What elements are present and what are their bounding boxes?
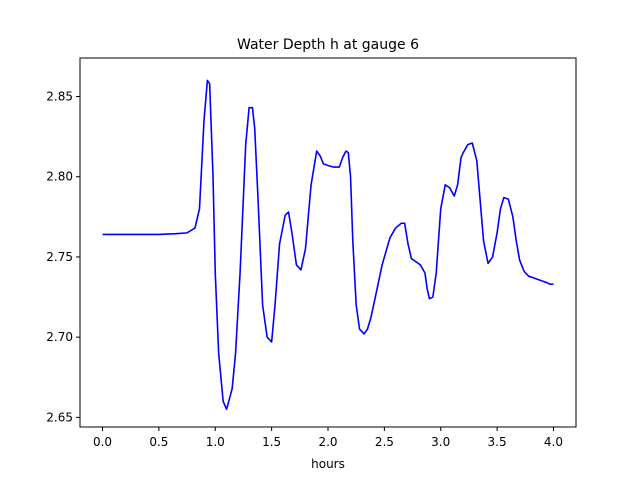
x-tick-label: 0.5 xyxy=(149,435,168,449)
y-tick-label: 2.65 xyxy=(46,410,73,424)
x-tick-label: 1.0 xyxy=(206,435,225,449)
x-tick-label: 0.0 xyxy=(93,435,112,449)
x-tick-label: 2.5 xyxy=(375,435,394,449)
x-tick-label: 3.5 xyxy=(488,435,507,449)
x-tick-label: 3.0 xyxy=(431,435,450,449)
y-tick-label: 2.80 xyxy=(46,170,73,184)
y-tick-label: 2.85 xyxy=(46,90,73,104)
ticks-layer: 0.0 0.5 1.0 1.5 2.0 2.5 3.0 3.5 4.0 2.65 2.70 2.75 2… xyxy=(46,90,563,449)
x-tick-label: 1.5 xyxy=(262,435,281,449)
chart-title: Water Depth h at gauge 6 xyxy=(237,37,419,53)
y-tick-label: 2.75 xyxy=(46,250,73,264)
plot-layer xyxy=(102,79,554,411)
series-line-0 xyxy=(102,79,554,411)
x-tick-label: 4.0 xyxy=(544,435,563,449)
y-tick-label: 2.70 xyxy=(46,330,73,344)
x-axis-label: hours xyxy=(311,457,345,471)
x-tick-label: 2.0 xyxy=(318,435,337,449)
